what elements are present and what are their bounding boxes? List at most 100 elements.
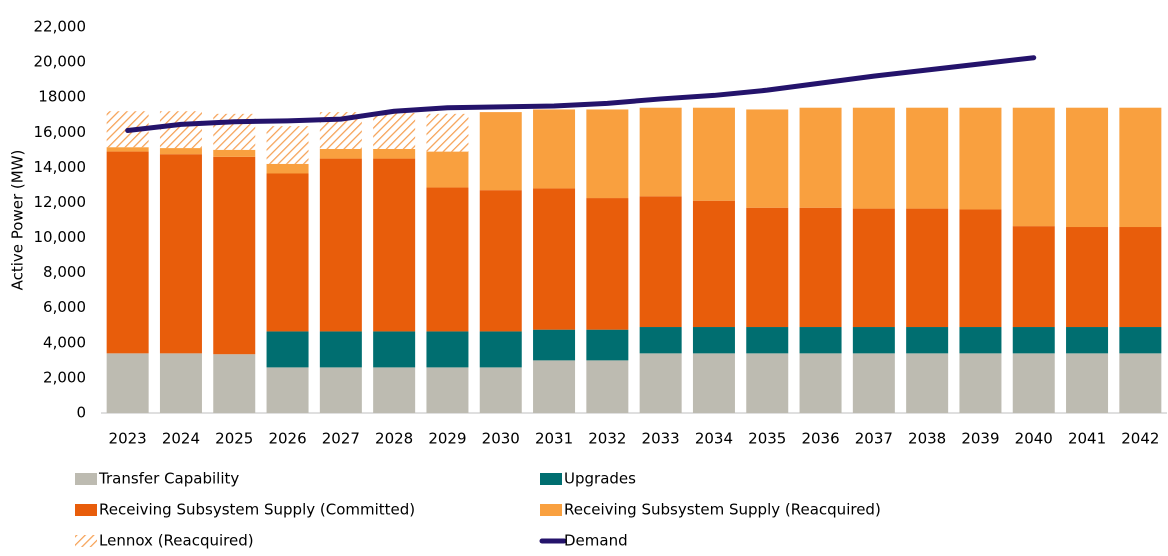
y-tick-label: 20,000 <box>34 53 87 71</box>
legend-swatch <box>75 535 97 547</box>
bar-segment <box>266 126 309 164</box>
bar-segment <box>319 331 362 368</box>
x-tick-label: 2035 <box>748 430 786 448</box>
bar-segment <box>692 200 735 328</box>
bar-segment <box>106 151 149 354</box>
bar-segment <box>799 207 842 328</box>
x-tick-label: 2039 <box>961 430 999 448</box>
bar-segment <box>159 154 202 354</box>
bar-segment <box>319 158 362 332</box>
bar-segment <box>746 109 789 208</box>
bar-segment <box>479 112 522 191</box>
bar-segment <box>639 327 682 354</box>
bar-segment <box>959 327 1002 354</box>
bar-segment <box>746 353 789 413</box>
legend-label: Receiving Subsystem Supply (Committed) <box>99 501 415 519</box>
bar-segment <box>533 360 576 413</box>
y-tick-label: 16,000 <box>34 123 87 141</box>
bar-segment <box>319 148 362 159</box>
bar-segment <box>319 367 362 413</box>
bar-segment <box>1012 226 1055 328</box>
y-tick-label: 6,000 <box>43 298 86 316</box>
bar-segment <box>426 331 469 368</box>
bar-segment <box>586 360 629 413</box>
legend-label: Lennox (Reacquired) <box>99 532 254 550</box>
y-tick-label: 14,000 <box>34 158 87 176</box>
bar-segment <box>266 173 309 332</box>
bar-segment <box>373 112 416 149</box>
bar-segment <box>1119 107 1162 228</box>
bar-segment <box>373 331 416 368</box>
bar-segment <box>586 198 629 330</box>
legend-label: Transfer Capability <box>98 470 239 488</box>
bar-segment <box>266 367 309 413</box>
legend-label: Upgrades <box>564 470 636 488</box>
x-tick-label: 2034 <box>695 430 733 448</box>
bar-segment <box>692 353 735 413</box>
bar-segment <box>373 158 416 332</box>
bar-segment <box>692 327 735 354</box>
bar-segment <box>692 107 735 201</box>
bar-segment <box>799 107 842 208</box>
bar-segment <box>479 190 522 332</box>
bar-segment <box>213 156 256 355</box>
bar-segment <box>106 353 149 413</box>
bar-segment <box>266 163 309 174</box>
bar-segment <box>213 354 256 413</box>
bar-segment <box>426 187 469 332</box>
bar-segment <box>1119 353 1162 413</box>
x-tick-label: 2040 <box>1015 430 1053 448</box>
x-tick-label: 2028 <box>375 430 413 448</box>
bar-segment <box>746 327 789 354</box>
x-tick-label: 2031 <box>535 430 573 448</box>
bar-segment <box>746 207 789 328</box>
bar-segment <box>533 329 576 361</box>
bar-segment <box>479 331 522 368</box>
x-tick-label: 2037 <box>855 430 893 448</box>
bar-segment <box>1012 327 1055 354</box>
bar-segment <box>1119 327 1162 354</box>
y-tick-label: 12,000 <box>34 193 87 211</box>
bar-segment <box>426 367 469 413</box>
bar-segment <box>373 367 416 413</box>
y-tick-label: 10,000 <box>34 228 87 246</box>
bar-segment <box>1066 353 1109 413</box>
y-tick-label: 8,000 <box>43 263 86 281</box>
bar-segment <box>852 208 895 328</box>
legend-swatch <box>75 473 97 485</box>
demand-line <box>125 55 1037 134</box>
bar-segment <box>533 188 576 330</box>
bar-segment <box>959 107 1002 210</box>
y-axis-title: Active Power (MW) <box>9 150 27 291</box>
bar-segment <box>959 209 1002 328</box>
bar-segment <box>426 151 469 188</box>
bar-segment <box>639 107 682 197</box>
bar-segment <box>852 327 895 354</box>
y-tick-label: 18000 <box>38 88 86 106</box>
legend-label: Demand <box>564 532 628 550</box>
legend-swatch <box>540 504 562 516</box>
bar-segment <box>906 107 949 209</box>
x-tick-label: 2024 <box>162 430 200 448</box>
y-tick-label: 0 <box>76 404 86 422</box>
bar-segment <box>533 109 576 189</box>
bar-segment <box>586 109 629 199</box>
legend-label: Receiving Subsystem Supply (Reacquired) <box>564 501 881 519</box>
bar-segment <box>106 147 149 152</box>
bar-segment <box>639 196 682 328</box>
bar-segment <box>852 107 895 209</box>
x-tick-label: 2023 <box>109 430 147 448</box>
legend-swatch <box>75 504 97 516</box>
x-tick-label: 2032 <box>588 430 626 448</box>
bar-segment <box>1066 227 1109 328</box>
bar-segment <box>906 327 949 354</box>
x-tick-label: 2027 <box>322 430 360 448</box>
bar-segment <box>1012 353 1055 413</box>
x-tick-label: 2030 <box>482 430 520 448</box>
x-tick-label: 2041 <box>1068 430 1106 448</box>
bar-segment <box>213 149 256 157</box>
bar-segment <box>799 327 842 354</box>
x-tick-label: 2025 <box>215 430 253 448</box>
y-tick-label: 22,000 <box>34 18 87 36</box>
